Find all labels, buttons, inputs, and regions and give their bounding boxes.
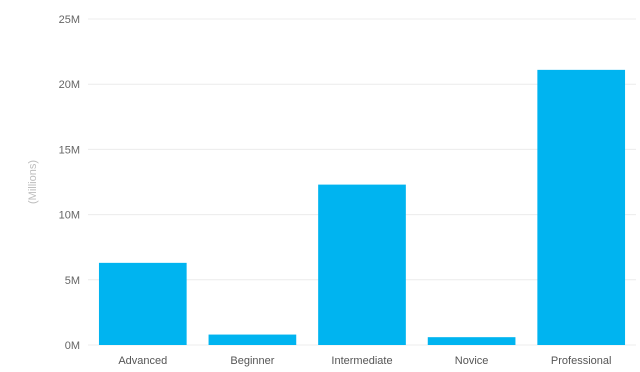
- x-tick-label: Beginner: [230, 355, 274, 367]
- bar-professional[interactable]: [537, 69, 626, 345]
- y-tick-label: 5M: [65, 275, 80, 287]
- bar-novice[interactable]: [427, 337, 516, 345]
- x-tick-label: Novice: [455, 355, 489, 367]
- y-tick-label: 20M: [59, 79, 80, 91]
- bar-intermediate[interactable]: [318, 184, 406, 345]
- x-tick-label: Professional: [551, 355, 612, 367]
- bar-advanced[interactable]: [98, 262, 187, 345]
- y-tick-label: 0M: [65, 340, 80, 352]
- x-tick-label: Advanced: [118, 355, 167, 367]
- x-tick-label: Intermediate: [331, 355, 392, 367]
- y-tick-label: 10M: [59, 210, 80, 222]
- x-axis-ticks: Advanced Beginner Intermediate Novice Profes…: [118, 355, 611, 367]
- bars: [98, 69, 626, 345]
- y-tick-label: 25M: [59, 14, 80, 26]
- y-axis-title: (Millions): [27, 160, 39, 204]
- y-tick-label: 15M: [59, 144, 80, 156]
- y-axis-ticks: 0M 5M 10M 15M 20M 25M: [59, 14, 80, 352]
- bar-beginner[interactable]: [208, 334, 297, 345]
